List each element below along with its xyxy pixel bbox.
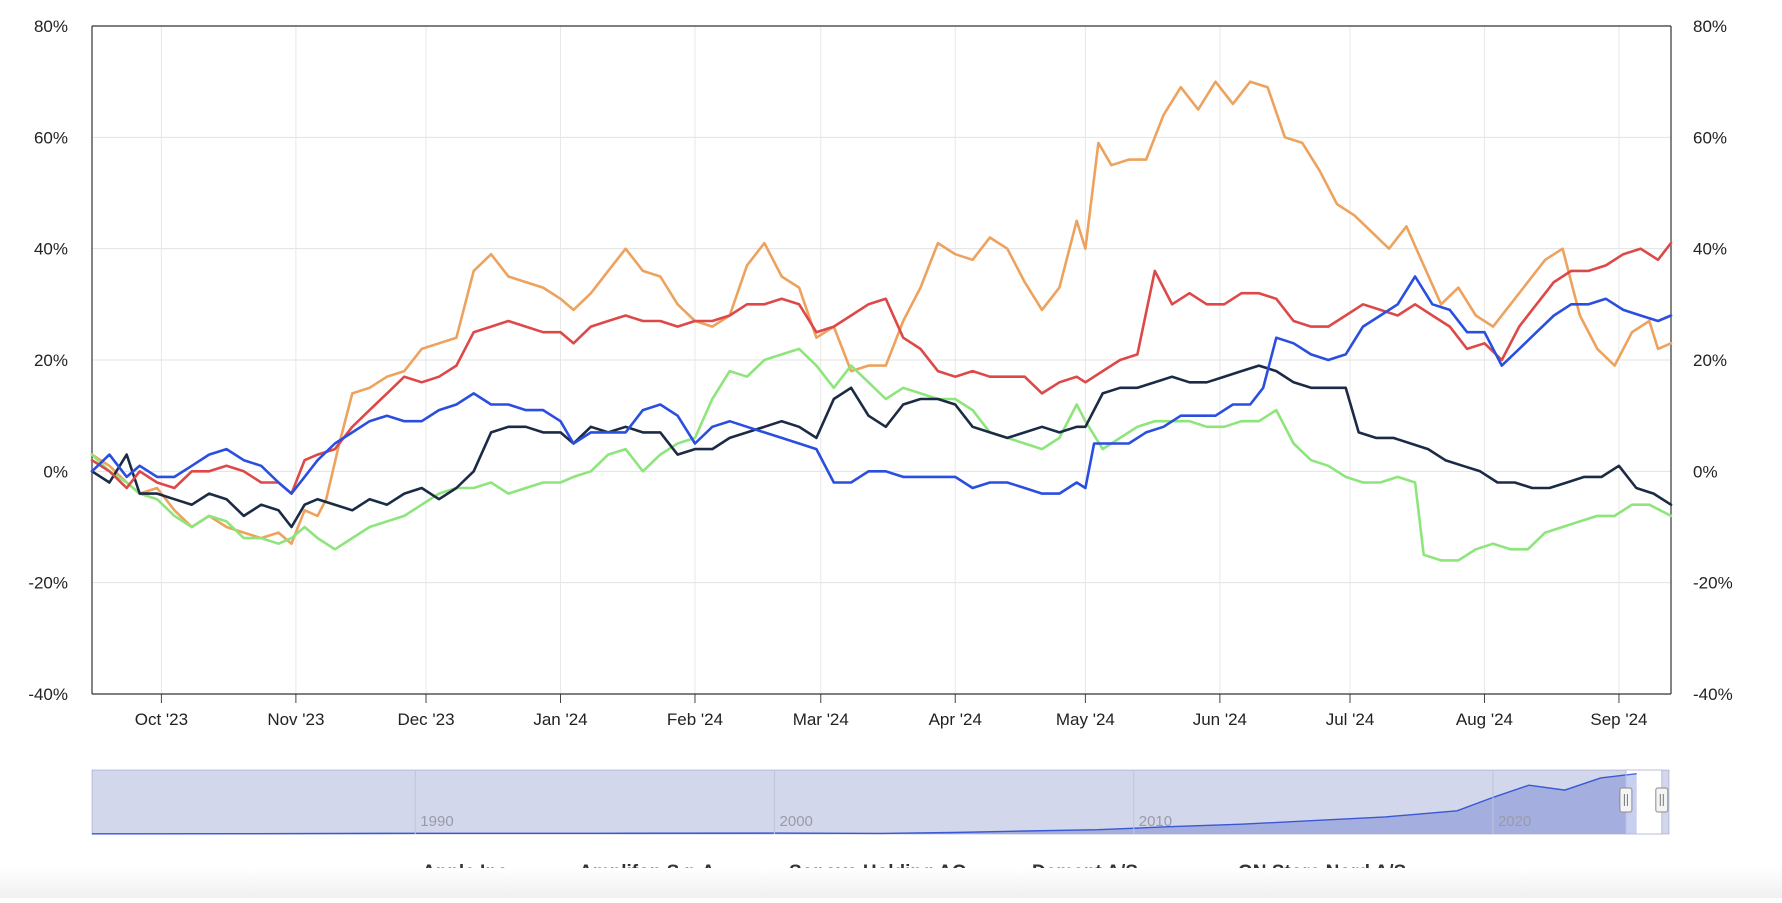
- y-tick-label-right: 60%: [1693, 128, 1727, 147]
- navigator-handle-right[interactable]: [1655, 787, 1669, 813]
- navigator-year-label: 2010: [1139, 813, 1172, 830]
- grid: [92, 25, 1671, 695]
- navigator-area: [92, 773, 1637, 834]
- x-tick-label: Apr '24: [929, 710, 982, 729]
- y-tick-label-left: 60%: [34, 128, 68, 147]
- x-tick-label: Mar '24: [793, 710, 849, 729]
- x-tick-label: May '24: [1056, 710, 1115, 729]
- y-tick-label-left: 0%: [43, 462, 68, 481]
- x-tick-label: Nov '23: [267, 710, 324, 729]
- series-line-0: [90, 275, 1673, 495]
- y-tick-label-left: 80%: [34, 17, 68, 36]
- x-tick-label: Jul '24: [1326, 710, 1375, 729]
- navigator-line: [91, 773, 1637, 835]
- axes: -40% -40% -20% -20% 0% 0% 20% 20% 40% 40% 60% 60% 80…: [28, 17, 1732, 729]
- y-tick-label-right: 40%: [1693, 240, 1727, 259]
- x-tick-label: Feb '24: [667, 710, 723, 729]
- handle-grip: [1655, 787, 1669, 813]
- handle-grip: [1619, 787, 1633, 813]
- y-tick-label-left: -40%: [28, 685, 68, 704]
- series-line-2: [90, 241, 1673, 495]
- y-tick-label-left: -20%: [28, 574, 68, 593]
- navigator-handle-left[interactable]: [1619, 787, 1633, 813]
- y-tick-label-right: 0%: [1693, 462, 1718, 481]
- y-tick-label-right: -40%: [1693, 685, 1733, 704]
- x-tick-label: Aug '24: [1456, 710, 1513, 729]
- y-tick-label-left: 20%: [34, 351, 68, 370]
- series-line-3: [90, 347, 1673, 562]
- navigator-mask-left: [92, 770, 1626, 834]
- navigator-year-label: 2000: [780, 813, 813, 830]
- x-tick-label: Jun '24: [1193, 710, 1247, 729]
- series-line-4: [90, 80, 1673, 545]
- x-tick-label: Jan '24: [533, 710, 587, 729]
- y-tick-label-left: 40%: [34, 240, 68, 259]
- y-tick-label-right: 20%: [1693, 351, 1727, 370]
- series-lines: [90, 80, 1673, 562]
- series-line-1: [90, 364, 1673, 529]
- footer-band: [0, 868, 1782, 898]
- x-tick-label: Oct '23: [135, 710, 188, 729]
- navigator-year-label: 2020: [1498, 813, 1531, 830]
- x-tick-label: Sep '24: [1590, 710, 1647, 729]
- x-tick-label: Dec '23: [397, 710, 454, 729]
- range-navigator[interactable]: 1990 2000 2010 2020: [91, 769, 1670, 835]
- y-tick-label-right: 80%: [1693, 17, 1727, 36]
- y-tick-label-right: -20%: [1693, 574, 1733, 593]
- navigator-year-label: 1990: [420, 813, 453, 830]
